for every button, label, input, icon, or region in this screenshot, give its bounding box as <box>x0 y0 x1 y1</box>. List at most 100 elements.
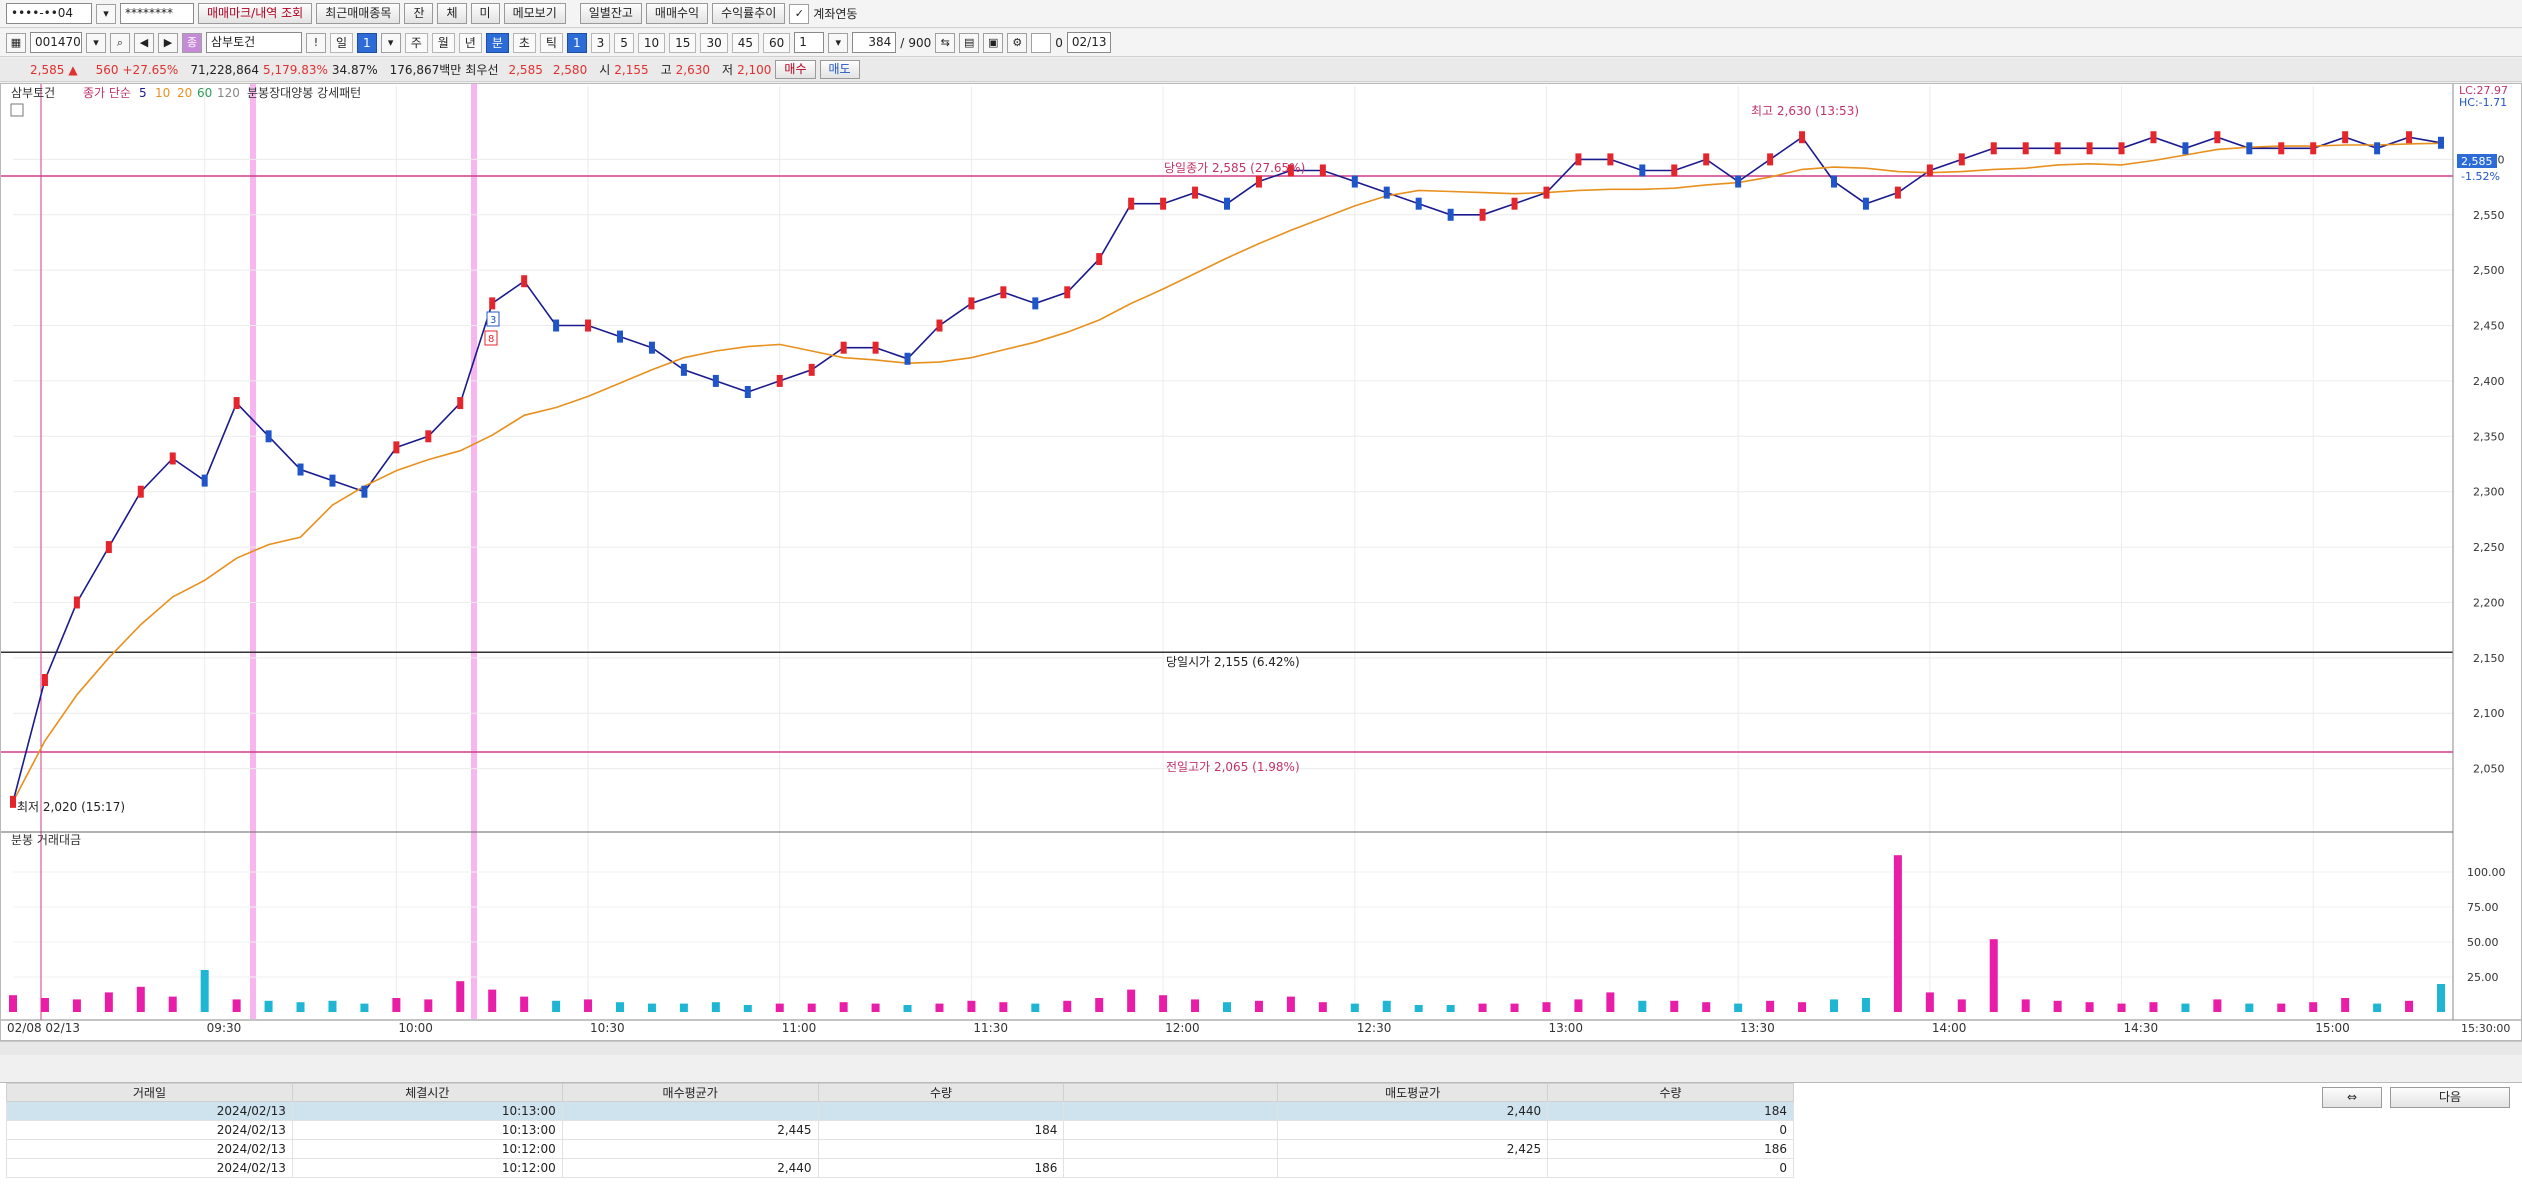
price-point <box>744 386 751 398</box>
interval-10[interactable]: 10 <box>637 32 666 53</box>
unfilled-button[interactable]: 미 <box>470 3 500 24</box>
stock-group-icon[interactable]: 종 <box>182 32 202 53</box>
interval-30[interactable]: 30 <box>700 32 728 53</box>
gear-icon[interactable]: ⚙ <box>1007 32 1028 53</box>
volume-bar <box>2277 1003 2286 1012</box>
interval-60[interactable]: 60 <box>763 32 791 53</box>
memo-view-button[interactable]: 메모보기 <box>503 3 566 24</box>
x-tick-label: 11:00 <box>782 1021 817 1035</box>
volume-bar <box>839 1002 848 1012</box>
price-point <box>169 452 176 465</box>
table-row[interactable]: 2024/02/13 10:12:00 2,440 186 0 <box>6 1158 1794 1178</box>
signal-mark[interactable] <box>486 311 500 327</box>
price-point <box>1799 131 1806 144</box>
high-label: 고 <box>660 63 672 77</box>
price-point <box>1735 175 1742 188</box>
chevron-down-icon[interactable]: ▾ <box>96 3 116 24</box>
chart-settings-icon[interactable]: ▦ <box>6 32 26 53</box>
quote-bar: 2,585 ▲ 560 +27.65% 71,228,864 5,179.83%… <box>0 58 2522 82</box>
volume-bar <box>679 1003 688 1012</box>
period-second[interactable]: 초 <box>512 32 536 53</box>
filled-button[interactable]: 체 <box>437 3 467 24</box>
account-password-field[interactable]: ******** <box>120 3 194 24</box>
legend-toggle-icon[interactable] <box>10 103 24 117</box>
prev-stock-icon[interactable]: ◀ <box>134 32 154 53</box>
chevron-down-icon[interactable]: ▾ <box>828 32 849 53</box>
price-point <box>1000 286 1007 299</box>
volume-bar <box>2341 998 2350 1012</box>
period-year[interactable]: 년 <box>458 32 482 53</box>
interval-15[interactable]: 15 <box>669 32 697 53</box>
price-point <box>1160 197 1167 210</box>
chevron-down-icon[interactable]: ▾ <box>380 32 401 53</box>
price-chart-panel[interactable]: 2,050 2,100 2,150 2,200 2,250 2,300 2,350 2,400… <box>0 83 2522 1041</box>
volume-bar <box>456 981 465 1012</box>
price-point <box>1958 153 1965 166</box>
annotation-prev-high: 전일고가 2,065 (1.98%) <box>1166 760 1300 774</box>
col-sell-avg: 매도평균가 <box>1277 1083 1549 1102</box>
period-day[interactable]: 일 <box>330 32 354 53</box>
price-chart[interactable]: 2,050 2,100 2,150 2,200 2,250 2,300 2,350 2,400… <box>1 84 2521 1040</box>
unit-input[interactable]: 1 <box>794 32 825 53</box>
period-month[interactable]: 월 <box>431 32 455 53</box>
balance-button[interactable]: 잔 <box>404 3 434 24</box>
volume-bar <box>1638 1000 1647 1012</box>
chevron-down-icon[interactable]: ▾ <box>86 32 106 53</box>
volume-bar <box>775 1003 784 1012</box>
chart-scrollbar[interactable] <box>0 1041 2522 1055</box>
indicator-icon[interactable]: ▤ <box>959 32 980 53</box>
date-checkbox[interactable] <box>1031 32 1052 53</box>
recent-trades-button[interactable]: 최근매매종목 <box>316 3 401 24</box>
account-link-checkbox[interactable]: ✓ <box>789 3 810 24</box>
return-trend-button[interactable]: 수익률추이 <box>712 3 786 24</box>
table-row[interactable]: 2024/02/13 10:13:00 2,445 184 0 <box>6 1120 1794 1140</box>
bar-count-input[interactable]: 384 <box>852 32 897 53</box>
volume-bar <box>264 1000 273 1012</box>
price-point <box>936 319 943 332</box>
signal-mark[interactable] <box>484 330 498 346</box>
trade-profit-button[interactable]: 매매수익 <box>645 3 709 24</box>
price-point <box>137 485 144 498</box>
search-icon[interactable]: ⌕ <box>110 32 130 53</box>
table-row[interactable]: 2024/02/13 10:12:00 2,425 186 <box>6 1139 1794 1159</box>
price-point <box>2150 131 2157 144</box>
next-page-button[interactable]: 다음 <box>2390 1087 2510 1108</box>
interval-45[interactable]: 45 <box>731 32 760 53</box>
interval-1[interactable]: 1 <box>566 32 587 53</box>
table-row[interactable]: 2024/02/13 10:13:00 2,440 184 <box>6 1101 1794 1121</box>
y-tick-label: 2,250 <box>2473 541 2505 554</box>
volume-bar <box>296 1002 305 1012</box>
trade-mark-view-button[interactable]: 매매마크/내역 조회 <box>198 3 313 24</box>
signal-mark-label: 3 <box>490 315 496 326</box>
daily-balance-button[interactable]: 일별잔고 <box>579 3 642 24</box>
compare-icon[interactable]: ⇆ <box>935 32 956 53</box>
price-change: 560 <box>95 62 119 77</box>
price-point <box>1255 175 1262 188</box>
period-count[interactable]: 1 <box>357 32 377 53</box>
expand-button[interactable]: ⇔ <box>2322 1087 2382 1108</box>
price-point <box>10 795 16 808</box>
alert-icon[interactable]: ! <box>306 32 326 53</box>
volume-bar <box>1861 998 1870 1012</box>
period-minute[interactable]: 분 <box>485 32 509 53</box>
price-point <box>1032 297 1039 310</box>
interval-5[interactable]: 5 <box>614 32 634 53</box>
volume-bar <box>424 999 433 1012</box>
date-input[interactable]: 02/13 <box>1066 32 1111 53</box>
price-point <box>105 541 112 554</box>
buy-button[interactable]: 매수 <box>775 60 816 79</box>
next-stock-icon[interactable]: ▶ <box>158 32 178 53</box>
price-point <box>617 330 623 343</box>
open-price: 2,155 <box>614 62 649 77</box>
sell-button[interactable]: 매도 <box>819 60 860 79</box>
period-tick[interactable]: 틱 <box>539 32 563 53</box>
stock-code-input[interactable]: 001470 <box>30 32 82 53</box>
price-point <box>1862 197 1869 210</box>
account-number-field[interactable]: ••••-••04 <box>6 3 92 24</box>
save-icon[interactable]: ▣ <box>983 32 1004 53</box>
period-week[interactable]: 주 <box>404 32 428 53</box>
price-point <box>1575 153 1582 166</box>
interval-3[interactable]: 3 <box>590 32 611 53</box>
volume-bar <box>1446 1005 1455 1012</box>
volume-bar <box>1382 1000 1391 1012</box>
